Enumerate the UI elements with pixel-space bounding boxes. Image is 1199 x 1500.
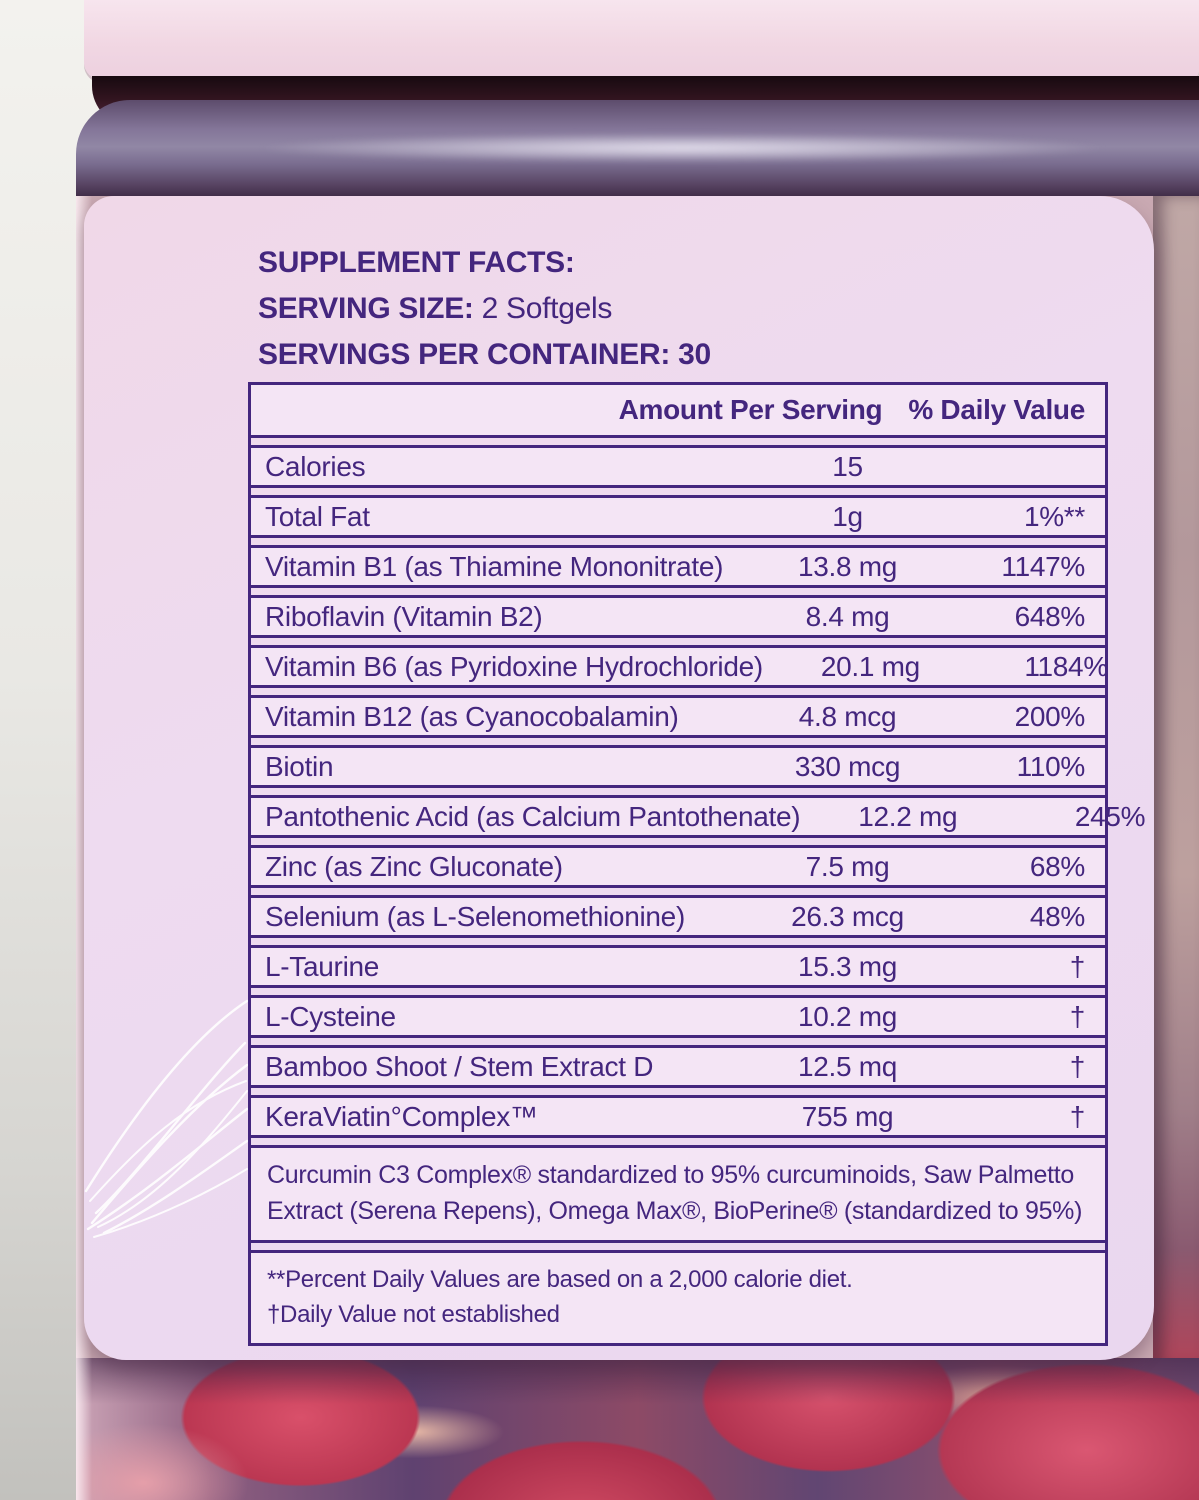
table-row: Total Fat 1g 1%** [251, 495, 1105, 538]
nutrient-daily-value: † [1069, 1000, 1086, 1032]
table-row: Selenium (as L-Selenomethionine) 26.3 mcg… [251, 895, 1105, 938]
label-header: SUPPLEMENT FACTS: SERVING SIZE: 2 Softge… [258, 240, 711, 378]
nutrient-daily-value: † [1069, 1100, 1086, 1132]
nutrient-name: Zinc (as Zinc Gluconate) [265, 850, 563, 882]
nutrient-name: Bamboo Shoot / Stem Extract D [265, 1050, 654, 1082]
serving-size-line: SERVING SIZE: 2 Softgels [258, 292, 613, 325]
hair-strands-decoration [84, 999, 248, 1238]
nutrient-amount: 12.2 mg [858, 800, 958, 832]
nutrient-amount: 15.3 mg [797, 950, 898, 982]
nutrient-amount: 1g [832, 500, 863, 532]
label-title: SUPPLEMENT FACTS: [258, 246, 575, 279]
nutrient-daily-value: 1%** [1023, 500, 1085, 532]
nutrient-name: Calories [265, 450, 366, 482]
nutrient-amount: 26.3 mcg [791, 900, 904, 932]
nutrient-daily-value: 110% [1016, 750, 1086, 782]
nutrient-daily-value: 1147% [1001, 550, 1085, 582]
nutrient-daily-value: † [1069, 950, 1086, 982]
footnote-daily-values: **Percent Daily Values are based on a 2,… [267, 1266, 853, 1293]
footnote-dagger: †Daily Value not established [267, 1301, 560, 1328]
nutrient-amount: 4.8 mcg [798, 700, 897, 732]
nutrient-daily-value: 200% [1014, 700, 1086, 732]
nutrient-amount: 8.4 mg [805, 600, 890, 632]
softgels [76, 1358, 1199, 1500]
table-row: L-Taurine 15.3 mg † [251, 945, 1105, 988]
footnotes-box: **Percent Daily Values are based on a 2,… [251, 1250, 1105, 1346]
table-row: Zinc (as Zinc Gluconate) 7.5 mg 68% [251, 845, 1105, 888]
nutrient-name: L-Cysteine [265, 1000, 396, 1032]
table-row: KeraViatin°Complex™ 755 mg † [251, 1095, 1105, 1138]
bottle-cap [84, 0, 1199, 80]
facts-table-header: Amount Per Serving % Daily Value [251, 382, 1105, 438]
bottle-body: SUPPLEMENT FACTS: SERVING SIZE: 2 Softge… [76, 196, 1199, 1500]
nutrient-name: Selenium (as L-Selenomethionine) [265, 900, 685, 932]
nutrient-daily-value: † [1069, 1050, 1086, 1082]
table-row: Vitamin B1 (as Thiamine Mononitrate) 13.8… [251, 545, 1105, 588]
nutrient-name: Total Fat [265, 500, 370, 532]
table-row: Riboflavin (Vitamin B2) 8.4 mg 648% [251, 595, 1105, 638]
blend-note: Curcumin C3 Complex® standardized to 95%… [251, 1145, 1105, 1243]
nutrient-amount: 755 mg [801, 1100, 894, 1132]
nutrient-amount: 7.5 mg [805, 850, 890, 882]
table-row: Bamboo Shoot / Stem Extract D 12.5 mq † [251, 1045, 1105, 1088]
nutrient-daily-value: 648% [1014, 600, 1086, 632]
nutrient-daily-value: 1184% [1024, 650, 1108, 682]
table-row: Calories 15 [251, 445, 1105, 488]
nutrient-name: KeraViatin°Complex™ [265, 1100, 538, 1132]
nutrient-name: L-Taurine [265, 950, 380, 982]
nutrient-amount: 20.1 mg [820, 650, 920, 682]
table-row: Biotin 330 mcg 110% [251, 745, 1105, 788]
table-row: Pantothenic Acid (as Calcium Pantothenat… [251, 795, 1146, 838]
nutrient-amount: 13.8 mg [797, 550, 898, 582]
table-row: Vitamin B6 (as Pyridoxine Hydrochloride)… [251, 645, 1108, 688]
daily-value-header: % Daily Value [908, 394, 1085, 425]
nutrient-name: Riboflavin (Vitamin B2) [265, 600, 543, 632]
nutrient-amount: 10.2 mg [797, 1000, 898, 1032]
bottle-right-edge [1153, 196, 1199, 1366]
nutrient-daily-value: 48% [1029, 900, 1085, 932]
nutrient-amount: 15 [832, 450, 863, 482]
nutrient-name: Vitamin B1 (as Thiamine Mononitrate) [265, 550, 724, 582]
table-row: L-Cysteine 10.2 mg † [251, 995, 1105, 1038]
supplement-label: SUPPLEMENT FACTS: SERVING SIZE: 2 Softge… [84, 196, 1154, 1360]
servings-per-container-line: SERVINGS PER CONTAINER: 30 [258, 338, 711, 371]
nutrient-amount: 330 mcg [794, 750, 901, 782]
nutrient-name: Vitamin B12 (as Cyanocobalamin) [265, 700, 679, 732]
nutrient-daily-value: 245% [1074, 800, 1146, 832]
amount-per-serving-header: Amount Per Serving [618, 394, 883, 425]
nutrient-name: Pantothenic Acid (as Calcium Pantothenat… [265, 800, 801, 832]
bottle-shoulder [76, 100, 1199, 198]
facts-table: Amount Per Serving % Daily Value Calorie… [248, 382, 1146, 1346]
table-row: Vitamin B12 (as Cyanocobalamin) 4.8 mcg 20… [251, 695, 1105, 738]
nutrient-amount: 12.5 mq [797, 1050, 898, 1082]
nutrient-name: Vitamin B6 (as Pyridoxine Hydrochloride) [265, 650, 763, 682]
nutrient-name: Biotin [265, 750, 334, 782]
nutrient-daily-value: 68% [1029, 850, 1085, 882]
